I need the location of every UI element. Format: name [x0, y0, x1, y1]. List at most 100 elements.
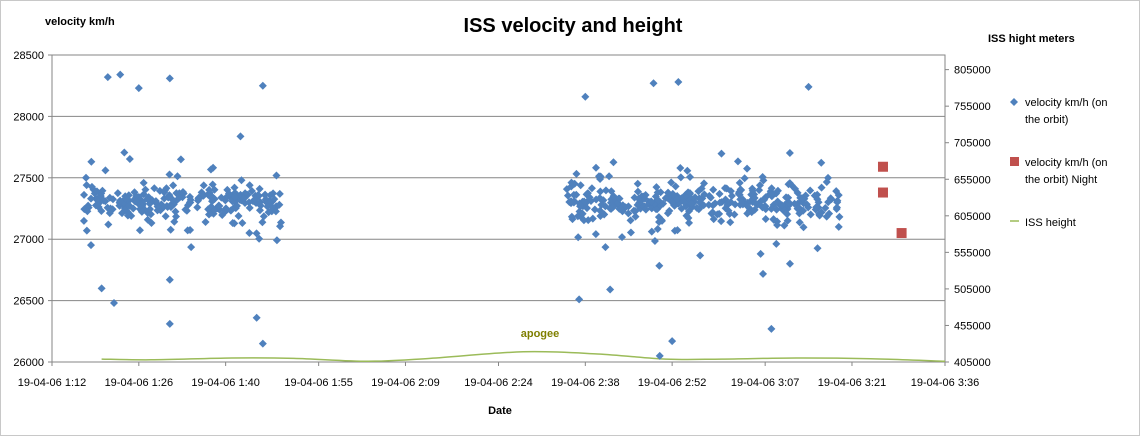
y-left-tick-label: 27000 [13, 234, 44, 246]
velocity-point [170, 217, 179, 226]
velocity-point [616, 204, 625, 213]
velocity-point [97, 284, 106, 293]
y-left-tick-label: 28000 [13, 111, 44, 123]
velocity-point [760, 195, 769, 204]
velocity-point [224, 189, 233, 198]
y-left-tick-label: 26000 [13, 357, 44, 369]
velocity-point [165, 275, 174, 284]
velocity-night-point [877, 187, 888, 198]
velocity-point [685, 189, 694, 198]
velocity-point [723, 199, 732, 208]
velocity-point [146, 210, 155, 219]
velocity-point [683, 166, 692, 175]
legend-label-line: ISS height [1025, 217, 1076, 229]
velocity-point [79, 216, 88, 225]
y-right-tick-label: 405000 [954, 357, 991, 369]
velocity-point [633, 179, 642, 188]
velocity-point [733, 157, 742, 166]
velocity-point [87, 194, 96, 203]
velocity-point [665, 206, 674, 215]
velocity-point [799, 206, 808, 215]
velocity-point [221, 207, 230, 216]
y-right-tick-label: 755000 [954, 101, 991, 113]
velocity-point [271, 207, 280, 216]
velocity-point [783, 216, 792, 225]
velocity-point [151, 197, 160, 206]
velocity-point [252, 313, 261, 322]
velocity-point [121, 194, 130, 203]
velocity-point [817, 158, 826, 167]
velocity-point [674, 78, 683, 87]
velocity-point [750, 193, 759, 202]
velocity-point [245, 229, 254, 238]
velocity-point [87, 157, 96, 166]
velocity-point [825, 209, 834, 218]
velocity-point [275, 189, 284, 198]
velocity-point [139, 190, 148, 199]
velocity-point [664, 193, 673, 202]
velocity-point [110, 299, 119, 308]
velocity-point [668, 337, 677, 346]
legend-label: ISS height [1025, 217, 1076, 229]
velocity-point [624, 209, 633, 218]
velocity-point [647, 197, 656, 206]
velocity-point [649, 79, 658, 88]
y-right-tick-label: 655000 [954, 174, 991, 186]
y-right-tick-label: 805000 [954, 65, 991, 77]
velocity-point [183, 226, 192, 235]
velocity-point [758, 172, 767, 181]
velocity-point [673, 195, 682, 204]
x-axis-label: Date [488, 405, 512, 417]
velocity-point [715, 209, 724, 218]
velocity-point [259, 212, 268, 221]
velocity-point [700, 190, 709, 199]
velocity-point [255, 184, 264, 193]
legend-label-line: velocity km/h (on [1025, 97, 1108, 109]
velocity-point [258, 81, 267, 90]
velocity-point [205, 185, 214, 194]
velocity-point [726, 187, 735, 196]
velocity-point [587, 184, 596, 193]
velocity-point [210, 206, 219, 215]
velocity-point [743, 202, 752, 211]
velocity-point [626, 216, 635, 225]
velocity-point [569, 190, 578, 199]
x-tick-label: 19-04-06 2:09 [371, 377, 440, 389]
velocity-point [583, 189, 592, 198]
velocity-point [245, 198, 254, 207]
velocity-point [104, 220, 113, 229]
velocity-point [113, 189, 122, 198]
velocity-point [812, 203, 821, 212]
y-right-tick-label: 705000 [954, 138, 991, 150]
velocity-point [160, 186, 169, 195]
iss-height-line [101, 350, 946, 363]
velocity-point [748, 186, 757, 195]
velocity-point [679, 193, 688, 202]
velocity-point [579, 216, 588, 225]
velocity-point [804, 82, 813, 91]
velocity-point [677, 204, 686, 213]
y-right-tick-label: 555000 [954, 247, 991, 259]
velocity-point [692, 203, 701, 212]
velocity-point [679, 197, 688, 206]
velocity-point [234, 212, 243, 221]
velocity-point [597, 200, 606, 209]
velocity-point [567, 197, 576, 206]
velocity-point [181, 205, 190, 214]
velocity-point [687, 194, 696, 203]
velocity-point [101, 166, 110, 175]
velocity-point [640, 194, 649, 203]
legend-label-line: the orbit) [1025, 114, 1068, 126]
velocity-point [210, 185, 219, 194]
velocity-point [785, 199, 794, 208]
velocity-point [143, 194, 152, 203]
velocity-point [773, 220, 782, 229]
velocity-point [103, 73, 112, 82]
velocity-point [772, 239, 781, 248]
velocity-point [275, 200, 284, 209]
velocity-point [591, 230, 600, 239]
velocity-point [165, 74, 174, 83]
velocity-point [687, 199, 696, 208]
velocity-point [709, 185, 718, 194]
x-tick-label: 19-04-06 1:26 [105, 377, 174, 389]
